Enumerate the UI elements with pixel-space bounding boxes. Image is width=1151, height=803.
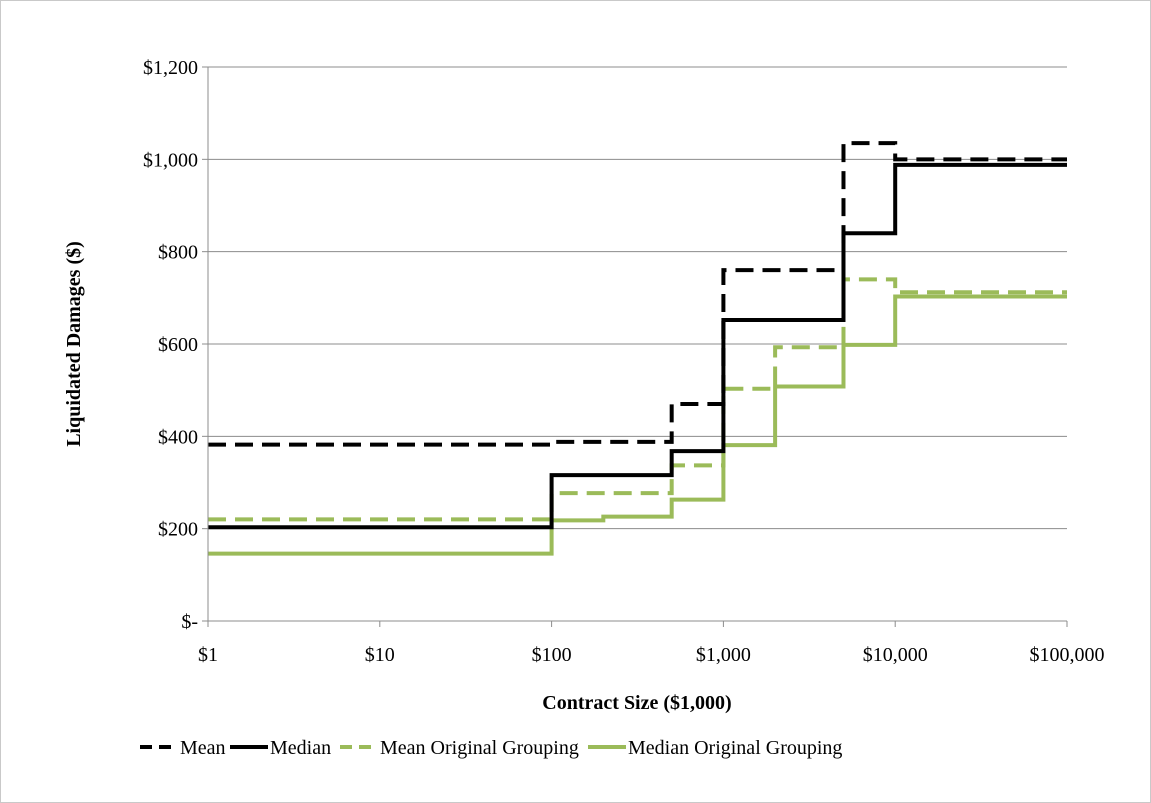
x-tick-label: $10: [365, 644, 395, 666]
x-axis-title: Contract Size ($1,000): [542, 692, 731, 714]
legend-label: Mean Original Grouping: [380, 737, 579, 759]
legend-label: Mean: [180, 737, 226, 759]
y-tick-label: $600: [158, 334, 198, 356]
x-tick-labels: $1 $10 $100 $1,000 $10,000 $100,000: [198, 644, 1105, 666]
x-tick-label: $100: [532, 644, 572, 666]
y-axis-title: Liquidated Damages ($): [63, 241, 85, 447]
legend-label: Median Original Grouping: [628, 737, 842, 759]
series-line-median: [208, 162, 1067, 530]
y-tick-labels: $- $200 $400 $600 $800 $1,000 $1,200: [143, 57, 198, 633]
legend: Mean Median Mean Original Grouping Median O…: [140, 737, 842, 759]
series-line-mean-original-grouping: [208, 277, 1067, 522]
y-tick-label: $800: [158, 242, 198, 264]
y-tick-label: $400: [158, 426, 198, 448]
x-tick-label: $10,000: [863, 644, 928, 666]
x-tick-label: $1,000: [696, 644, 751, 666]
x-tick-label: $100,000: [1030, 644, 1105, 666]
series-lines: [208, 141, 1067, 556]
y-tick-label: $1,000: [143, 149, 198, 171]
y-tick-label: $-: [181, 611, 198, 633]
gridlines: [202, 66, 1068, 627]
y-tick-label: $200: [158, 519, 198, 541]
legend-label: Median: [270, 737, 331, 759]
x-tick-label: $1: [198, 644, 218, 666]
y-tick-label: $1,200: [143, 57, 198, 79]
series-line-median-original-grouping: [208, 294, 1067, 556]
series-line-mean: [208, 141, 1067, 447]
axes: [207, 67, 1067, 622]
